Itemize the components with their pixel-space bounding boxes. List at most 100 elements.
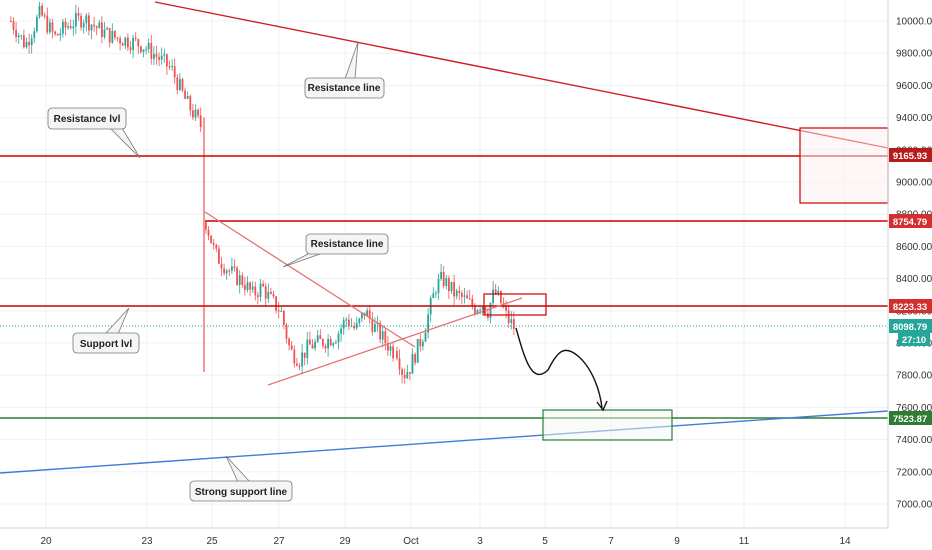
x-tick-label: 5 xyxy=(542,536,548,547)
x-tick-label: Oct xyxy=(403,536,419,547)
candle-body xyxy=(327,338,329,349)
y-tick-label: 9600.00 xyxy=(896,81,932,92)
candle-body xyxy=(494,289,497,294)
candle-body xyxy=(189,96,192,111)
candle-body xyxy=(69,26,72,29)
candle-body xyxy=(111,30,114,43)
candle-body xyxy=(238,275,241,285)
candle-body xyxy=(309,339,311,345)
candle-body xyxy=(132,37,134,50)
candle-body xyxy=(445,278,448,286)
x-tick-label: 7 xyxy=(608,536,614,547)
candle-body xyxy=(272,293,275,297)
candle-body xyxy=(453,281,455,297)
callout-triangle-resistance[interactable]: Resistance line xyxy=(282,233,389,268)
triangle-lower-line[interactable] xyxy=(267,297,523,386)
candle-body xyxy=(264,286,267,299)
candle-body xyxy=(368,310,371,319)
candle-body xyxy=(23,35,25,48)
candle-body xyxy=(416,339,419,363)
callout-support-level-label: Support lvl xyxy=(80,339,132,350)
candle-body xyxy=(194,109,197,118)
candle-body xyxy=(116,37,119,39)
candle-body xyxy=(296,363,298,366)
candle-body xyxy=(406,372,409,379)
candle-body xyxy=(342,320,345,329)
candle-body xyxy=(210,235,212,244)
candle-body xyxy=(432,293,435,299)
svg-text:27:10: 27:10 xyxy=(902,335,926,346)
candle-body xyxy=(160,55,163,60)
candle-body xyxy=(218,248,220,264)
callout-resistance-level[interactable]: Resistance lvl xyxy=(47,107,141,159)
candle-body xyxy=(124,37,127,46)
candle-body xyxy=(220,263,223,269)
candle-body xyxy=(448,278,450,292)
candle-body xyxy=(80,15,82,28)
candle-body xyxy=(108,27,111,43)
candle-body xyxy=(398,358,401,370)
candle-body xyxy=(280,311,283,313)
candle-body xyxy=(306,339,309,358)
candle-body xyxy=(199,115,202,128)
candle-body xyxy=(101,22,103,38)
candle-body xyxy=(374,324,376,332)
candle-body xyxy=(414,354,416,363)
strong-support-trendline[interactable] xyxy=(0,410,889,474)
candle-body xyxy=(95,26,98,29)
candle-body xyxy=(147,42,150,50)
candle-body xyxy=(171,66,173,68)
candle-body xyxy=(231,266,233,271)
price-tag-resistance-mid: 8754.79 xyxy=(889,214,932,228)
candle-body xyxy=(129,47,132,50)
candle-body xyxy=(358,318,361,324)
candle-body xyxy=(179,79,181,91)
callout-strong-support[interactable]: Strong support line xyxy=(189,455,293,502)
candle-body xyxy=(106,27,108,30)
candle-body xyxy=(257,295,259,297)
projection-path[interactable] xyxy=(515,327,603,409)
candle-body xyxy=(166,54,168,67)
candle-body xyxy=(82,22,85,28)
candle-body xyxy=(379,322,381,340)
x-tick-label: 29 xyxy=(339,536,351,547)
callout-support-level[interactable]: Support lvl xyxy=(72,307,140,354)
candle-body xyxy=(145,49,147,51)
candle-body xyxy=(15,29,17,38)
candle-body xyxy=(497,290,500,294)
candle-body xyxy=(471,298,474,307)
price-tag-strong-support: 7523.87 xyxy=(889,411,932,425)
candle-body xyxy=(236,267,238,285)
candle-body xyxy=(137,39,140,47)
x-tick-label: 3 xyxy=(477,536,483,547)
candle-body xyxy=(153,54,155,59)
candle-body xyxy=(476,310,479,314)
upper-resistance-line[interactable] xyxy=(154,1,889,149)
target-zone-box[interactable] xyxy=(542,409,673,441)
triangle-upper-line[interactable] xyxy=(204,211,416,348)
candle-body xyxy=(311,344,314,349)
candle-body xyxy=(28,41,30,46)
candle-body xyxy=(389,346,392,351)
candle-body xyxy=(51,22,54,32)
candle-body xyxy=(254,286,257,296)
candle-body xyxy=(479,309,481,311)
candle-body xyxy=(277,310,280,312)
candle-body xyxy=(481,307,484,310)
candle-body xyxy=(127,37,129,48)
candle-body xyxy=(419,339,422,347)
candle-body xyxy=(163,54,166,56)
callout-upper-resistance[interactable]: Resistance line xyxy=(304,41,385,99)
breakdown-zone-box[interactable] xyxy=(483,293,547,316)
candle-body xyxy=(249,282,251,290)
candle-body xyxy=(134,37,137,40)
candle-body xyxy=(43,15,46,17)
candle-body xyxy=(366,310,368,316)
time-axis[interactable]: 20 23 25 27 29 Oct 3 5 7 9 11 14 xyxy=(40,536,851,547)
candle-body xyxy=(401,369,403,375)
resistance-zone-box[interactable] xyxy=(799,127,889,204)
candle-body xyxy=(440,271,442,279)
candle-body xyxy=(361,312,363,319)
candle-body xyxy=(225,270,228,274)
